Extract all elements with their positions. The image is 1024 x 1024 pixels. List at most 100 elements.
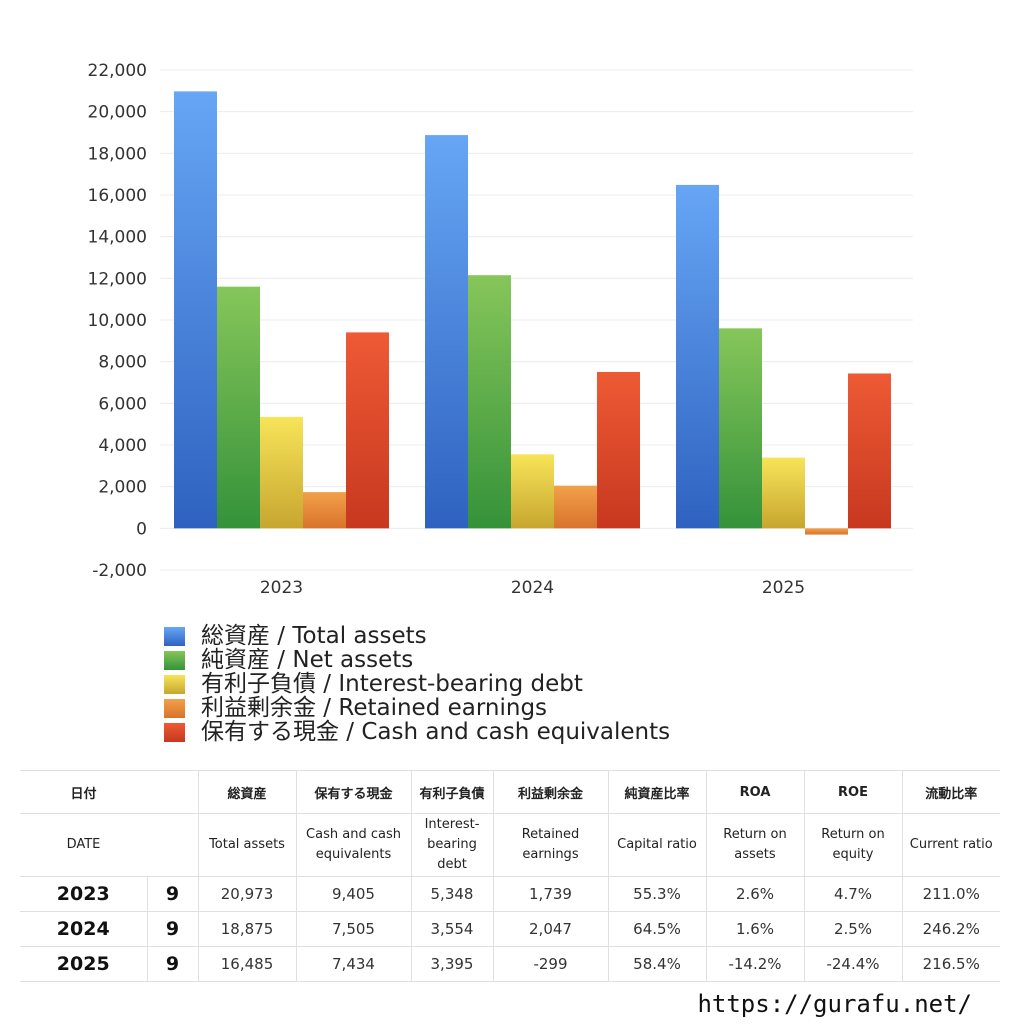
legend-item-interest-bearing-debt: 有利子負債 / Interest-bearing debt — [164, 672, 670, 696]
row-year: 2024 — [20, 911, 148, 947]
bar-2024-series-3 — [511, 454, 554, 529]
row-year: 2025 — [20, 946, 148, 982]
header-cash-jp: 保有する現金 — [295, 770, 412, 814]
header-roe-en: Return on equity — [803, 813, 903, 877]
chart-bars — [174, 91, 891, 535]
cell-capital-ratio: 64.5% — [607, 911, 707, 947]
legend-label-net-assets: 純資産 / Net assets — [201, 647, 414, 673]
source-url: https://gurafu.net/ — [697, 990, 972, 1018]
table-row: 2024 9 18,875 7,505 3,554 2,047 64.5% 1.… — [20, 911, 1000, 947]
header-capital-ratio-jp: 純資産比率 — [607, 770, 707, 814]
cell-roe: 4.7% — [803, 876, 903, 912]
bar-2024-series-5 — [597, 371, 640, 529]
cell-current-ratio: 211.0% — [901, 876, 1000, 912]
header-capital-ratio-en: Capital ratio — [607, 813, 707, 877]
x-category-label: 2025 — [762, 578, 805, 598]
x-category-label: 2024 — [511, 578, 554, 598]
y-tick-label: 22,000 — [88, 61, 147, 81]
header-cash-en: Cash and cash equivalents — [295, 813, 412, 877]
bar-2025-series-5 — [848, 373, 891, 529]
bar-2025-series-2 — [719, 328, 762, 529]
table-row: 2025 9 16,485 7,434 3,395 -299 58.4% -14… — [20, 946, 1000, 982]
cell-retained: 2,047 — [492, 911, 609, 947]
cell-cash: 7,505 — [295, 911, 412, 947]
bar-2025-series-3 — [762, 457, 805, 529]
header-month-jp — [147, 770, 199, 814]
y-tick-label: 8,000 — [98, 353, 147, 373]
y-tick-label: 20,000 — [88, 103, 147, 123]
bar-2025-series-1 — [676, 184, 719, 529]
cell-current-ratio: 246.2% — [901, 911, 1000, 947]
cell-total-assets: 20,973 — [197, 876, 297, 912]
bar-2025-series-4 — [805, 528, 848, 535]
cell-total-assets: 18,875 — [197, 911, 297, 947]
legend-item-cash: 保有する現金 / Cash and cash equivalents — [164, 720, 670, 744]
legend-label-cash: 保有する現金 / Cash and cash equivalents — [201, 719, 671, 745]
cell-roe: 2.5% — [803, 911, 903, 947]
cell-cash: 9,405 — [295, 876, 412, 912]
legend-label-retained-earnings: 利益剰余金 / Retained earnings — [201, 695, 548, 721]
bar-2023-series-2 — [217, 286, 260, 529]
cell-retained: -299 — [492, 946, 609, 982]
row-month: 9 — [146, 876, 199, 912]
legend-swatch-interest-bearing-debt — [164, 674, 185, 694]
bar-2023-series-3 — [260, 416, 303, 529]
cell-debt: 3,554 — [410, 911, 494, 947]
legend-swatch-total-assets — [164, 626, 185, 646]
table-row: 2023 9 20,973 9,405 5,348 1,739 55.3% 2.… — [20, 876, 1000, 912]
header-debt-en: Interest-bearing debt — [410, 813, 494, 877]
x-category-label: 2023 — [260, 578, 303, 598]
cell-cash: 7,434 — [295, 946, 412, 982]
cell-capital-ratio: 55.3% — [607, 876, 707, 912]
bar-chart: -2,000 0 2,000 4,000 6,000 8,000 10,000 12,000 1… — [88, 61, 913, 598]
cell-roe: -24.4% — [803, 946, 903, 982]
header-current-ratio-en: Current ratio — [901, 813, 1000, 877]
header-total-assets-jp: 総資産 — [197, 770, 297, 814]
y-tick-label: 0 — [136, 519, 147, 539]
header-date-en: DATE — [20, 813, 147, 877]
y-tick-label: -2,000 — [92, 561, 147, 581]
legend-label-total-assets: 総資産 / Total assets — [201, 623, 427, 649]
table-header-en: DATE Total assets Cash and cash equivale… — [20, 813, 1000, 877]
cell-roa: -14.2% — [705, 946, 805, 982]
legend-swatch-retained-earnings — [164, 698, 185, 718]
cell-current-ratio: 216.5% — [901, 946, 1000, 982]
row-year: 2023 — [20, 876, 148, 912]
bar-2023-series-5 — [346, 332, 389, 529]
y-tick-label: 10,000 — [88, 311, 147, 331]
bar-2023-series-4 — [303, 492, 346, 529]
y-tick-label: 12,000 — [88, 269, 147, 289]
bar-2024-series-4 — [554, 485, 597, 529]
header-roa-jp: ROA — [705, 770, 805, 814]
header-date-jp: 日付 — [20, 770, 147, 814]
header-retained-jp: 利益剰余金 — [492, 770, 609, 814]
bar-2024-series-2 — [468, 275, 511, 529]
legend-item-net-assets: 純資産 / Net assets — [164, 648, 670, 672]
y-tick-label: 2,000 — [98, 478, 147, 498]
cell-roa: 2.6% — [705, 876, 805, 912]
y-tick-label: 16,000 — [88, 186, 147, 206]
cell-roa: 1.6% — [705, 911, 805, 947]
legend-swatch-cash — [164, 722, 185, 742]
legend-item-retained-earnings: 利益剰余金 / Retained earnings — [164, 696, 670, 720]
header-current-ratio-jp: 流動比率 — [901, 770, 1000, 814]
financial-table: 日付 総資産 保有する現金 有利子負債 利益剰余金 純資産比率 ROA ROE … — [20, 770, 1000, 982]
header-retained-en: Retained earnings — [492, 813, 609, 877]
x-axis-categories: 2023 2024 2025 — [260, 578, 805, 598]
y-tick-label: 4,000 — [98, 436, 147, 456]
cell-debt: 3,395 — [410, 946, 494, 982]
cell-retained: 1,739 — [492, 876, 609, 912]
header-total-assets-en: Total assets — [197, 813, 297, 877]
header-month-en — [147, 813, 199, 877]
chart-legend: 総資産 / Total assets 純資産 / Net assets 有利子負… — [164, 624, 670, 744]
table-header-jp: 日付 総資産 保有する現金 有利子負債 利益剰余金 純資産比率 ROA ROE … — [20, 770, 1000, 814]
legend-label-interest-bearing-debt: 有利子負債 / Interest-bearing debt — [201, 671, 583, 697]
bar-2023-series-1 — [174, 91, 217, 529]
header-debt-jp: 有利子負債 — [410, 770, 494, 814]
y-tick-label: 14,000 — [88, 228, 147, 248]
cell-debt: 5,348 — [410, 876, 494, 912]
cell-total-assets: 16,485 — [197, 946, 297, 982]
header-roe-jp: ROE — [803, 770, 903, 814]
y-tick-label: 6,000 — [98, 394, 147, 414]
legend-swatch-net-assets — [164, 650, 185, 670]
